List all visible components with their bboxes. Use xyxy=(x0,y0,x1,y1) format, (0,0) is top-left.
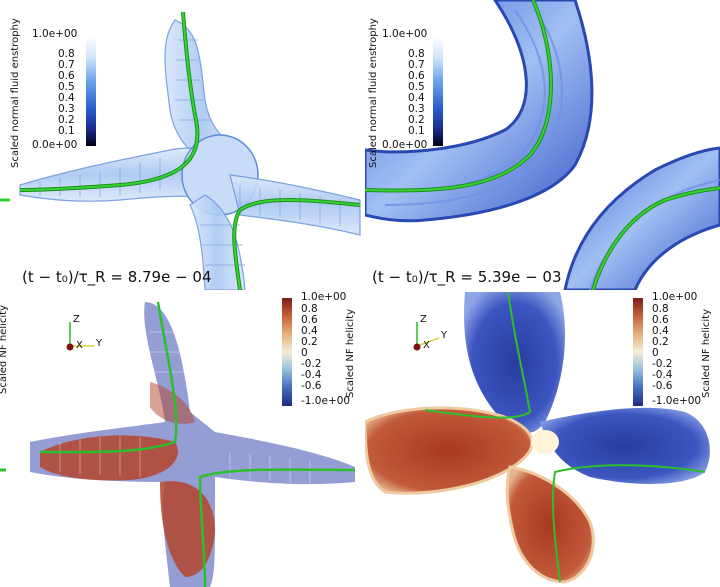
tick-label: 0.2 xyxy=(58,114,75,126)
orientation-axes: Z X Y xyxy=(405,314,465,364)
tick-label: 0.6 xyxy=(301,314,318,326)
tick-label: -0.4 xyxy=(652,369,673,381)
axis-z-label: Z xyxy=(73,314,80,325)
tick-label: 0.2 xyxy=(408,114,425,126)
tick-label: 0 xyxy=(652,347,659,359)
panel-top-left: Scaled normal fluid enstrophy 1.0e+00 0.… xyxy=(0,0,362,290)
colorbar-title: Scaled normal fluid enstrophy xyxy=(368,18,379,168)
time-label-late: (t − t₀)/τ_R = 5.39e − 03 xyxy=(372,268,562,286)
tick-label: -0.2 xyxy=(652,358,673,370)
tick-label: 0.5 xyxy=(408,81,425,93)
edge-colorbar-title: Scaled NF helicity xyxy=(0,304,9,394)
helicity-render-late xyxy=(365,292,710,584)
tick-label: 0.4 xyxy=(652,325,669,337)
colorbar xyxy=(633,298,643,406)
orientation-axes: Z X Y xyxy=(58,314,118,364)
vortex-line xyxy=(424,292,532,419)
tick-label: 1.0e+00 xyxy=(301,292,347,303)
tick-label: -0.2 xyxy=(301,358,322,370)
tick-label: 0.1 xyxy=(408,125,425,137)
tick-label: 0.3 xyxy=(408,103,425,115)
tick-label: 0.8 xyxy=(408,48,425,60)
axis-z-label: Z xyxy=(420,314,427,325)
axis-x-label: X xyxy=(76,340,83,351)
panel-bottom-right: Scaled NF helicity 1.0e+00 0.8 0.6 0.4 0… xyxy=(365,292,720,587)
axis-x-label: X xyxy=(423,340,430,351)
vortex-line xyxy=(39,301,178,454)
axes-icon xyxy=(66,322,94,351)
panel-bottom-left: Scaled NF helicity 1.0e+00 0.8 0.6 0.4 0… xyxy=(0,292,362,587)
colorbar-title: Scaled NF helicity xyxy=(345,308,356,398)
tick-label: 0.4 xyxy=(301,325,318,337)
colorbar-title: Scaled NF helicity xyxy=(701,308,712,398)
tick-label: 1.0e+00 xyxy=(652,292,698,303)
tick-label: 0.6 xyxy=(408,70,425,82)
tick-label: 0.2 xyxy=(652,336,669,348)
enstrophy-render-early xyxy=(0,11,361,290)
tick-label: 1.0e+00 xyxy=(32,28,78,40)
tick-label: 0.3 xyxy=(58,103,75,115)
tick-label: 0 xyxy=(301,347,308,359)
tick-label: 1.0e+00 xyxy=(382,28,428,40)
time-label-early: (t − t₀)/τ_R = 8.79e − 04 xyxy=(22,268,212,286)
tick-label: 0.8 xyxy=(652,303,669,315)
tick-label: 0.4 xyxy=(58,92,75,104)
axis-y-label: Y xyxy=(441,330,448,341)
colorbar xyxy=(433,36,443,146)
tick-label: 0.5 xyxy=(58,81,75,93)
tick-label: 0.6 xyxy=(652,314,669,326)
helicity-render-early xyxy=(0,301,356,587)
panel-top-right: Scaled normal fluid enstrophy 1.0e+00 0.… xyxy=(365,0,720,290)
enstrophy-render-late xyxy=(365,0,720,290)
tick-label: 0.4 xyxy=(408,92,425,104)
tick-label: -0.6 xyxy=(652,380,673,392)
tick-label: 0.7 xyxy=(408,59,425,71)
tick-label: 0.2 xyxy=(301,336,318,348)
tick-label: 0.6 xyxy=(58,70,75,82)
tick-label: 0.0e+00 xyxy=(32,139,78,151)
colorbar xyxy=(282,298,292,406)
tick-label: -0.6 xyxy=(301,380,322,392)
tick-label: -0.4 xyxy=(301,369,322,381)
axis-y-label: Y xyxy=(96,338,103,349)
tick-label: 0.1 xyxy=(58,125,75,137)
tick-label: -1.0e+00 xyxy=(301,395,351,407)
vortex-line xyxy=(551,464,706,583)
tick-label: 0.7 xyxy=(58,59,75,71)
colorbar-title: Scaled normal fluid enstrophy xyxy=(10,18,21,168)
vortex-line xyxy=(198,468,356,587)
tick-label: 0.8 xyxy=(301,303,318,315)
tick-label: 0.8 xyxy=(58,48,75,60)
axes-icon xyxy=(413,322,440,351)
tick-label: 0.0e+00 xyxy=(382,139,428,151)
tick-label: -1.0e+00 xyxy=(652,395,702,407)
colorbar xyxy=(86,36,96,146)
